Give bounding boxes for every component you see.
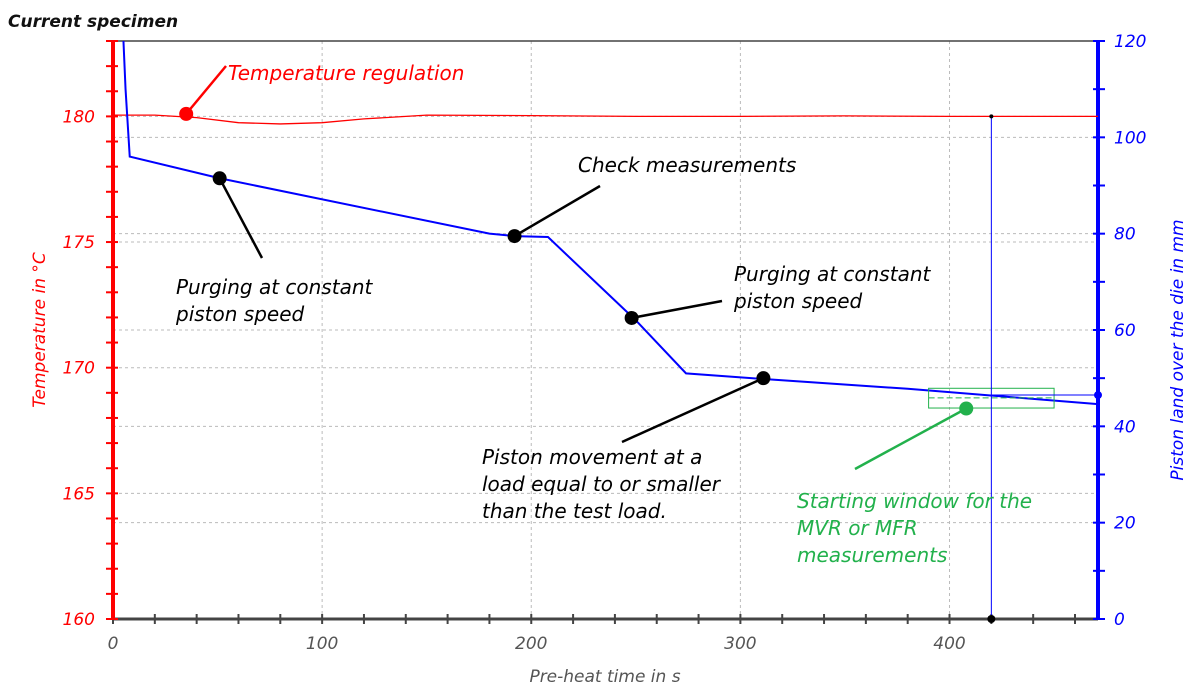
- annotation-text: Piston movement at a: [482, 445, 702, 469]
- y-right-tick-label: 80: [1114, 225, 1136, 245]
- annotation-leader: [854, 407, 967, 471]
- x-tick-label: 300: [724, 634, 756, 654]
- annotation-leader: [218, 177, 264, 259]
- annotation-text: piston speed: [175, 302, 305, 326]
- annotation-leader: [631, 299, 723, 320]
- annotation-marker: [179, 106, 194, 121]
- cursor-marker: [1094, 391, 1102, 400]
- annotation-text: Starting window for the: [797, 489, 1032, 513]
- annotation-leader: [621, 377, 764, 444]
- annotation-marker: [959, 401, 974, 416]
- cursor-marker: [987, 615, 996, 623]
- x-tick-label: 200: [515, 634, 547, 654]
- annotation-text: load equal to or smaller: [482, 472, 722, 496]
- y-left-tick-label: 180: [63, 107, 95, 127]
- series-line-temperature: [113, 114, 1098, 125]
- y-right-tick-label: 120: [1114, 32, 1146, 52]
- annotation-text: Purging at constant: [734, 262, 931, 286]
- x-tick-label: 0: [108, 634, 119, 654]
- series-line-piston-land: [122, 40, 1099, 406]
- grid: [113, 41, 1098, 619]
- annotations: Temperature regulation Purging at constan…: [175, 61, 1032, 567]
- y-axis-left-label: Temperature in °C: [30, 252, 50, 408]
- x-axis-label: Pre-heat time in s: [529, 667, 680, 687]
- annotation-leader: [185, 65, 227, 115]
- x-tick-label: 400: [933, 634, 965, 654]
- y-right-tick-label: 20: [1114, 514, 1136, 534]
- y-right-tick-label: 100: [1114, 128, 1146, 148]
- y-left-tick-label: 175: [63, 233, 95, 253]
- annotation-marker: [756, 371, 771, 386]
- y-left-tick-label: 170: [63, 359, 95, 379]
- annotation-marker: [624, 310, 639, 325]
- series: [113, 40, 1102, 623]
- y-left-tick-label: 165: [63, 484, 95, 504]
- y-right-tick-label: 0: [1114, 610, 1125, 630]
- y-right-tick-label: 40: [1114, 417, 1136, 437]
- axes: 0 100 200 300 400 160 165 170 175 180 0 20 40 60 80 100…: [63, 32, 1147, 654]
- y-right-tick-label: 60: [1114, 321, 1136, 341]
- annotation-text: Temperature regulation: [228, 61, 464, 85]
- annotation-text: than the test load.: [482, 499, 667, 523]
- annotation-leader: [513, 184, 601, 238]
- annotation-marker: [507, 229, 522, 244]
- annotation-text: measurements: [797, 543, 947, 567]
- annotation-text: Check measurements: [578, 153, 796, 177]
- chart-title: Current specimen: [8, 12, 178, 32]
- x-tick-label: 100: [306, 634, 338, 654]
- annotation-text: Purging at constant: [176, 275, 373, 299]
- y-axis-right-label: Piston land over the die in mm: [1168, 219, 1188, 480]
- annotation-text: piston speed: [733, 289, 863, 313]
- y-left-tick-label: 160: [63, 610, 95, 630]
- cursor-marker: [989, 114, 994, 119]
- annotation-marker: [212, 171, 227, 186]
- annotation-text: MVR or MFR: [797, 516, 918, 540]
